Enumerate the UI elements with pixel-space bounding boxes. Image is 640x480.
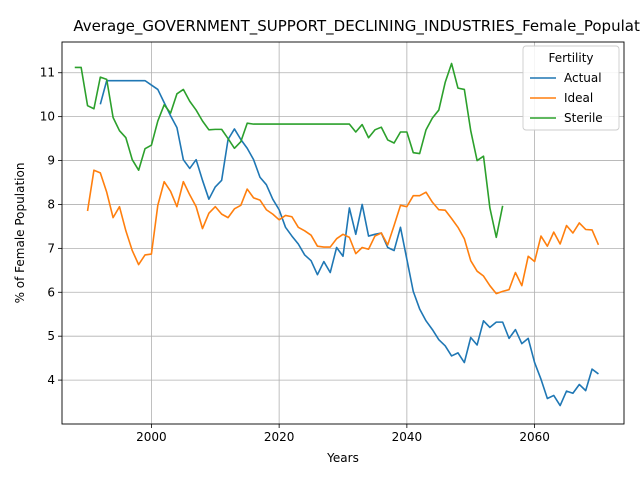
x-axis-label: Years xyxy=(326,451,359,465)
legend-box xyxy=(522,45,620,131)
chart-title: Average_GOVERNMENT_SUPPORT_DECLINING_IND… xyxy=(73,17,640,36)
x-tick-label: 2060 xyxy=(519,430,550,444)
y-tick-label: 7 xyxy=(47,241,55,255)
series-line-sterile xyxy=(74,62,504,239)
y-tick-label: 6 xyxy=(47,285,55,299)
y-axis-ticks: 4 5 6 7 8 9 10 11 xyxy=(40,66,62,387)
plot-lines xyxy=(74,62,600,407)
legend-label-actual: Actual xyxy=(564,71,602,85)
legend: Fertility Actual Ideal Sterile xyxy=(522,45,620,131)
x-tick-label: 2020 xyxy=(264,430,295,444)
series-line-actual xyxy=(99,79,599,407)
legend-title: Fertility xyxy=(548,51,593,65)
y-tick-label: 9 xyxy=(47,154,55,168)
plot-frame xyxy=(61,41,625,425)
series-line-ideal xyxy=(86,169,600,295)
y-tick-label: 10 xyxy=(40,110,55,124)
y-tick-label: 4 xyxy=(47,373,55,387)
y-tick-label: 8 xyxy=(47,197,55,211)
x-tick-label: 2000 xyxy=(136,430,167,444)
legend-label-ideal: Ideal xyxy=(564,91,593,105)
y-axis-label: % of Female Population xyxy=(13,163,27,304)
y-tick-label: 5 xyxy=(47,329,55,343)
legend-label-sterile: Sterile xyxy=(564,111,603,125)
x-tick-label: 2040 xyxy=(392,430,423,444)
x-axis-ticks: 2000 2020 2040 2060 xyxy=(136,424,550,444)
y-tick-label: 11 xyxy=(40,66,55,80)
